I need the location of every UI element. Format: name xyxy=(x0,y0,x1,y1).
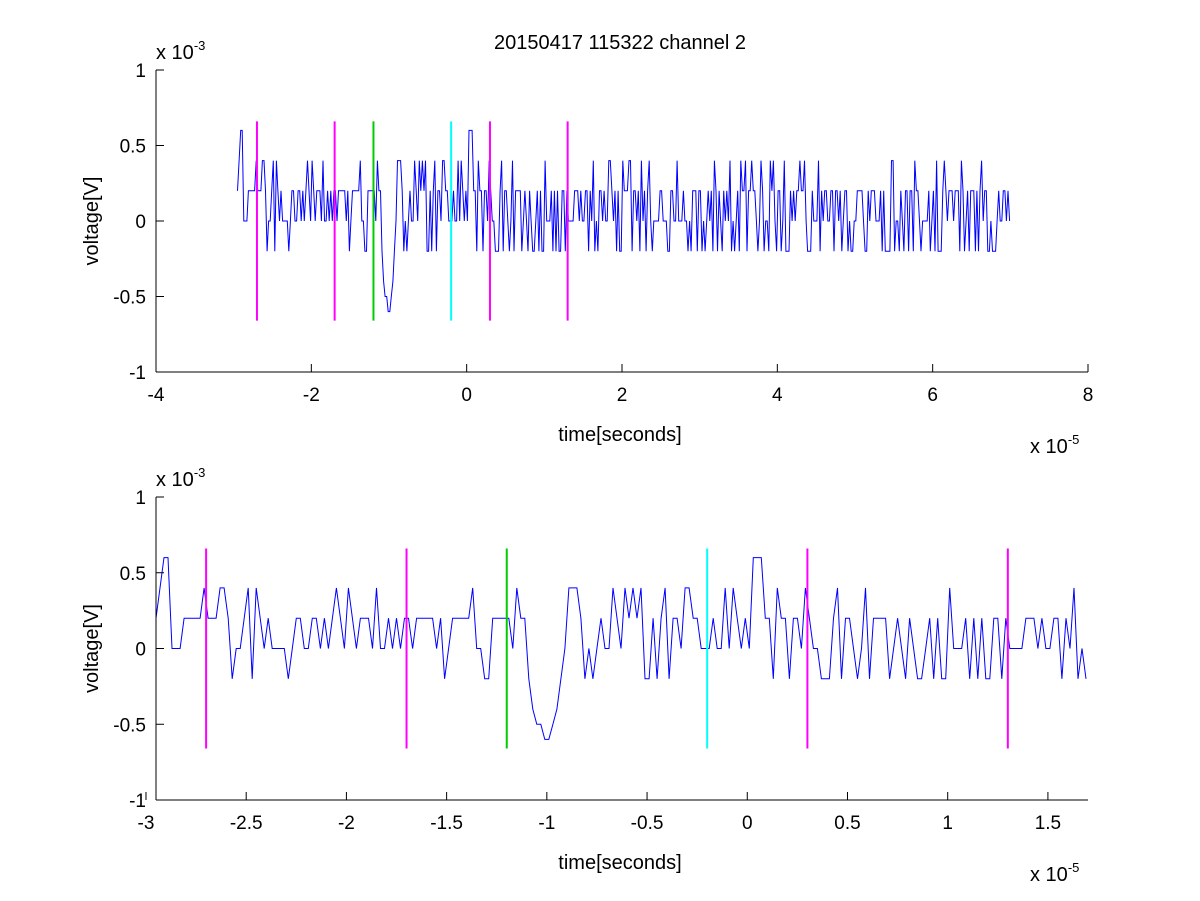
x-axis-label: time[seconds] xyxy=(558,852,681,874)
y-exponent-base: x 10 xyxy=(156,469,194,491)
y-tick-label: -1 xyxy=(129,791,146,812)
y-tick-label: -1 xyxy=(129,363,146,384)
y-tick-label: 0.5 xyxy=(120,137,146,158)
y-tick-label: -0.5 xyxy=(113,715,146,736)
y-tick-label: 1 xyxy=(135,61,146,82)
y-axis-label: voltage[V] xyxy=(81,177,103,266)
signal-trace xyxy=(155,557,1087,740)
y-tick-label: 0 xyxy=(135,212,146,233)
y-exponent-base: x 10 xyxy=(156,42,194,64)
x-tick-label: -2 xyxy=(338,813,355,834)
figure-title: 20150417 115322 channel 2 xyxy=(494,32,746,54)
top-plot: -4 -2 0 2 4 6 8 1 0.5 0 -0.5 -1 time[seconds] voltage… xyxy=(81,38,1093,458)
y-exponent-power: -3 xyxy=(194,465,206,480)
x-tick-label: -2.5 xyxy=(230,813,263,834)
x-tick-label: 2 xyxy=(617,385,628,406)
x-tick-label: -4 xyxy=(148,385,165,406)
x-exponent-power: -5 xyxy=(1068,432,1080,447)
y-tick-label: 0 xyxy=(135,640,146,661)
x-tick-label: -0.5 xyxy=(631,813,664,834)
y-tick-label: 1 xyxy=(135,488,146,509)
x-tick-label: -3 xyxy=(138,813,155,834)
y-tick-label: -0.5 xyxy=(113,288,146,309)
x-tick-label: 0 xyxy=(461,385,472,406)
x-tick-label: 8 xyxy=(1083,385,1094,406)
y-exponent-label: x 10-3 xyxy=(156,38,205,64)
x-tick-label: 6 xyxy=(927,385,938,406)
x-axis-label: time[seconds] xyxy=(558,424,681,446)
x-tick-label: -2 xyxy=(303,385,320,406)
y-tick-label: 0.5 xyxy=(120,564,146,585)
x-exponent-label: x 10-5 xyxy=(1030,860,1079,886)
y-exponent-label: x 10-3 xyxy=(156,465,205,491)
x-tick-label: 0 xyxy=(742,813,753,834)
x-exponent-label: x 10-5 xyxy=(1030,432,1079,458)
y-exponent-power: -3 xyxy=(194,38,206,53)
x-tick-label: -1.5 xyxy=(430,813,463,834)
x-tick-label: 0.5 xyxy=(834,813,860,834)
signal-trace xyxy=(237,129,1011,313)
x-tick-label: 1.5 xyxy=(1035,813,1061,834)
x-tick-label: -1 xyxy=(538,813,555,834)
y-axis-label: voltage[V] xyxy=(81,604,103,693)
x-exponent-power: -5 xyxy=(1068,860,1080,875)
x-exponent-base: x 10 xyxy=(1030,436,1068,458)
x-tick-label: 4 xyxy=(772,385,783,406)
x-exponent-base: x 10 xyxy=(1030,864,1068,886)
x-tick-label: 1 xyxy=(942,813,953,834)
bottom-plot: -3 -2.5 -2 -1.5 -1 -0.5 0 0.5 1 1.510.50-0.5-1tim… xyxy=(81,465,1088,886)
